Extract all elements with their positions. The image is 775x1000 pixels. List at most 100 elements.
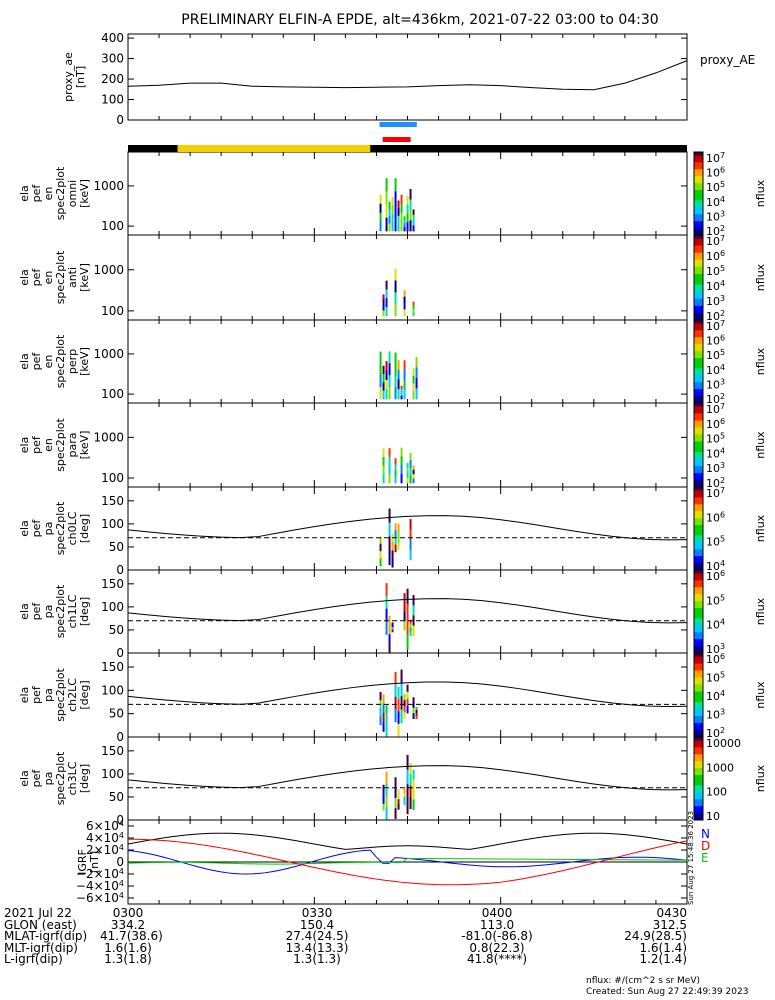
colorbar-cell: [694, 580, 703, 585]
spectrogram-cell: [379, 558, 382, 567]
ytick-label-proxy_ae: 100: [101, 93, 124, 107]
spectrogram-cell: [406, 705, 409, 714]
spectrogram-cell: [382, 382, 385, 392]
colorbar-cell: [694, 775, 703, 779]
colorbar-cell: [694, 291, 703, 296]
spectrogram-cell: [397, 542, 400, 550]
spectrogram-cell: [406, 684, 409, 693]
colorbar-cell: [694, 245, 703, 250]
bottom-row-value: 0430: [656, 906, 687, 920]
ylabel-ela_pef_en_spec2plot_para: pef: [30, 435, 43, 454]
colorbar-label: nflux: [754, 263, 767, 291]
spectrogram-cell: [406, 195, 409, 206]
spectrogram-cell: [397, 379, 400, 390]
colorbar-cell: [694, 462, 703, 467]
spectrogram-cell: [379, 708, 382, 717]
spectrogram-cell: [397, 369, 400, 380]
colorbar-cell: [694, 621, 703, 626]
spectrogram-cell: [412, 312, 415, 317]
colorbar-cell: [694, 611, 703, 616]
spectrogram-cell: [406, 477, 409, 484]
spectrogram-cell: [385, 306, 388, 317]
spectrogram-cell: [397, 789, 400, 795]
spectrogram-cell: [403, 216, 406, 221]
ylabel-ela_pef_en_spec2plot_perp: ela: [18, 353, 31, 370]
spectrogram-cell: [412, 368, 415, 377]
colorbar-cell: [694, 542, 703, 547]
colorbar-cell: [694, 750, 703, 755]
colorbar-cell: [694, 681, 703, 685]
bottom-row-value: 0330: [301, 906, 333, 920]
spectrogram-cell: [403, 700, 406, 707]
spectrogram-cell: [385, 361, 388, 372]
colorbar-cell: [694, 396, 703, 401]
colorbar-tick-label: 105: [706, 671, 725, 685]
spectrogram-cell: [400, 456, 403, 466]
colorbar-cell: [694, 152, 703, 156]
spectrogram-cell: [403, 296, 406, 304]
colorbar-cell: [694, 674, 703, 678]
spectrogram-cell: [412, 383, 415, 392]
spectrogram-cell: [388, 208, 391, 217]
spectrogram-cell: [406, 213, 409, 223]
loss-cone-line: [127, 681, 688, 708]
colorbar-cell: [694, 778, 703, 783]
colorbar-cell: [694, 361, 703, 366]
ytick-label-ela_pef_pa_spec2plot_ch0LC: 50: [109, 540, 124, 554]
spectrogram-cell: [403, 303, 406, 310]
spectrogram-cell: [415, 707, 418, 711]
spectrogram-cell: [406, 472, 409, 479]
spectrogram-cell: [415, 712, 418, 717]
spectrogram-cell: [415, 367, 418, 379]
proxy-ae-line: [127, 60, 688, 91]
colorbar-tick-label: 105: [706, 432, 725, 446]
colorbar-cell: [694, 165, 703, 170]
colorbar-cell: [694, 500, 703, 505]
colorbar-cell: [694, 382, 703, 387]
colorbar-cell: [694, 702, 703, 706]
state-bar-eclipse: [128, 145, 178, 152]
spectrogram-cell: [379, 194, 382, 205]
spectrogram-cell: [385, 280, 388, 290]
colorbar-cell: [694, 295, 703, 300]
spectrogram-cell: [382, 374, 385, 383]
colorbar-cell: [694, 670, 703, 675]
spectrogram-cell: [391, 550, 394, 560]
spectrogram-cell: [406, 798, 409, 815]
spectrogram-cell: [382, 448, 385, 458]
ylabel-ela_pef_pa_spec2plot_ch3LC: ela: [18, 770, 31, 787]
spectrogram-cell: [400, 669, 403, 684]
spectrogram-cell: [382, 465, 385, 475]
colorbar-tick-label: 102: [706, 392, 725, 406]
spectrogram-cell: [394, 280, 397, 293]
spectrogram-cell: [409, 549, 412, 561]
colorbar-cell: [694, 337, 703, 342]
ytick-label-igrf: 2×104: [86, 843, 124, 857]
spectrogram-cell: [409, 460, 412, 469]
spectrogram-cell: [391, 542, 394, 551]
colorbar-tick-label: 105: [706, 180, 725, 194]
spectrogram-cell: [400, 395, 403, 400]
ylabel-ela_pef_pa_spec2plot_ch1LC: ela: [18, 603, 31, 620]
colorbar-cell: [694, 316, 703, 321]
colorbar-cell: [694, 730, 703, 734]
colorbar-tick-label: 104: [706, 618, 725, 632]
ylabel-ela_pef_pa_spec2plot_ch0LC: [deg]: [78, 514, 91, 543]
colorbar-cell: [694, 566, 703, 571]
colorbar-cell: [694, 162, 703, 167]
spectrogram-cell: [403, 389, 406, 400]
colorbar-label: nflux: [754, 597, 767, 625]
colorbar-tick-label: 103: [706, 294, 725, 308]
colorbar-cell: [694, 649, 703, 654]
spectrogram-cell: [412, 225, 415, 232]
spectrogram-cell: [409, 189, 412, 200]
bottom-row-label: 2021 Jul 22: [4, 906, 72, 920]
ylabel-ela_pef_en_spec2plot_perp: spec2plot: [54, 334, 67, 388]
colorbar-cell: [694, 614, 703, 619]
colorbar-cell: [694, 514, 703, 519]
spectrogram-cell: [412, 769, 415, 781]
spectrogram-cell: [400, 392, 403, 397]
ytick-label-ela_pef_pa_spec2plot_ch2LC: 0: [116, 730, 124, 744]
spectrogram-cell: [394, 671, 397, 685]
colorbar-tick-label: 107: [706, 486, 725, 500]
